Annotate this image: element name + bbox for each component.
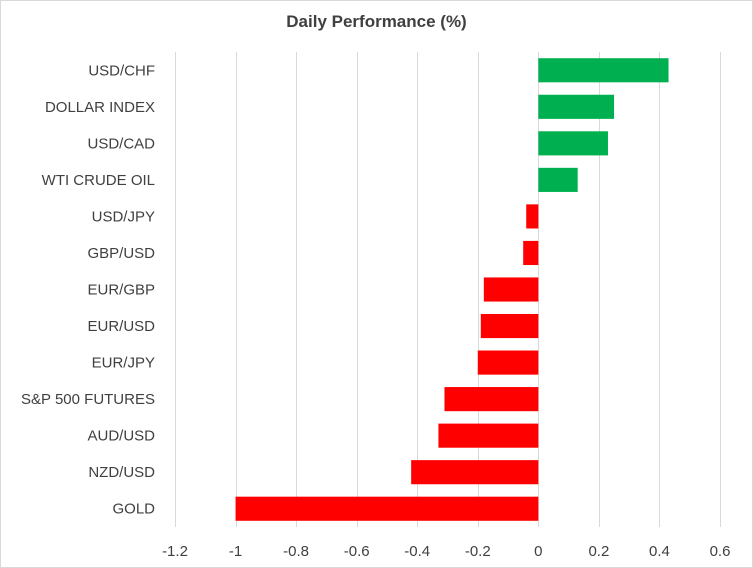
bar (538, 94, 615, 119)
chart-title: Daily Performance (%) (286, 12, 467, 31)
bar (538, 58, 669, 83)
bar (538, 131, 608, 156)
category-label: EUR/GBP (87, 282, 155, 299)
x-tick-label: 0 (534, 543, 542, 560)
bar (438, 423, 539, 448)
bars (235, 58, 669, 521)
x-tick-label: -1.2 (162, 543, 188, 560)
x-tick-label: -0.4 (404, 543, 430, 560)
category-label: USD/CHF (88, 62, 155, 79)
category-label: EUR/JPY (92, 355, 155, 372)
x-tick-label: -1 (229, 543, 242, 560)
x-tick-label: -0.8 (283, 543, 309, 560)
bar (526, 204, 539, 229)
bar (235, 496, 539, 521)
category-label: AUD/USD (87, 428, 155, 445)
category-label: NZD/USD (88, 464, 155, 481)
bar (483, 277, 539, 302)
category-label: GBP/USD (87, 245, 155, 262)
x-tick-label: -0.6 (344, 543, 370, 560)
category-label: GOLD (112, 501, 155, 518)
x-tick-label: 0.4 (649, 543, 670, 560)
category-label: EUR/USD (87, 318, 155, 335)
category-label: USD/JPY (92, 208, 155, 225)
bar (411, 460, 539, 485)
bar (538, 167, 578, 192)
x-tick-labels: -1.2 -1 -0.8 -0.6 -0.4 -0.2 0 0.2 0.4 0.6 (162, 543, 730, 560)
x-tick-label: 0.2 (588, 543, 609, 560)
bar (477, 350, 539, 375)
category-label: WTI CRUDE OIL (42, 172, 155, 189)
bar (480, 313, 539, 339)
gridlines (175, 52, 721, 527)
x-tick-label: 0.6 (710, 543, 731, 560)
category-labels: USD/CHF DOLLAR INDEX USD/CAD WTI CRUDE OIL U… (21, 62, 155, 517)
category-label: DOLLAR INDEX (45, 99, 155, 116)
x-tick-label: -0.2 (465, 543, 491, 560)
bar (523, 240, 539, 266)
category-label: USD/CAD (87, 135, 155, 152)
category-label: S&P 500 FUTURES (21, 391, 155, 408)
bar (444, 387, 539, 412)
